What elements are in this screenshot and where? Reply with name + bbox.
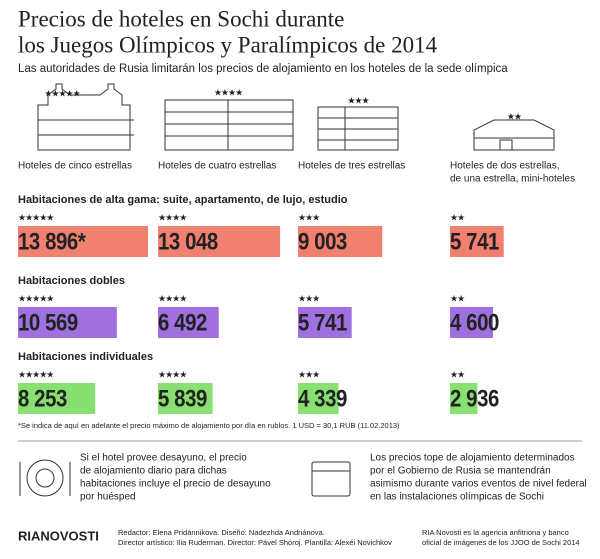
section-title: Habitaciones dobles [18, 275, 125, 287]
hotel-label: Hoteles de tres estrellas [298, 161, 405, 172]
note-text: por huésped [80, 492, 136, 503]
value-label: 5 839 [158, 385, 207, 412]
title-line: Precios de hoteles en Sochi durante [18, 6, 344, 31]
note-text: por el Gobierno de Rusia se mantendrán [370, 466, 551, 477]
stars: ★★ [450, 293, 465, 303]
bar [158, 307, 219, 338]
stars: ★★★★ [158, 369, 187, 379]
value-label: 5 741 [450, 228, 499, 255]
note-text: asimismo durante varios eventos de nivel… [370, 479, 587, 490]
note-text: en las instalaciones olímpicas de Sochi [370, 492, 544, 503]
stars: ★★★★ [158, 212, 187, 222]
note-text: de alojamiento diario para dichas [80, 466, 227, 477]
hotel-label: Hoteles de cuatro estrellas [158, 161, 276, 172]
stars: ★★★★★ [18, 293, 54, 303]
bar [158, 383, 213, 414]
note-text: habitaciones incluye el precio de desayu… [80, 479, 271, 490]
stars: ★★★★★ [18, 212, 54, 222]
subtitle: Las autoridades de Rusia limitarán los p… [18, 63, 508, 75]
stars: ★★ [450, 212, 465, 222]
stars: ★★★★ [158, 293, 187, 303]
bar [450, 226, 504, 257]
hotel-label: Hoteles de cinco estrellas [18, 161, 132, 172]
bar [18, 383, 96, 414]
stars: ★★★★★ [18, 369, 54, 379]
value-label: 13 048 [158, 228, 218, 255]
footnote: *Se indica de aquí en adelante el precio… [18, 421, 400, 430]
value-label: 8 253 [18, 385, 67, 412]
bar [298, 226, 383, 257]
value-label: 2 936 [450, 385, 499, 412]
value-label: 4 339 [298, 385, 347, 412]
bar [450, 383, 478, 414]
bar [298, 307, 352, 338]
bar [18, 307, 117, 338]
agency: oficial de imágenes de los JJOO de Sochi… [422, 538, 580, 547]
stars: ★★★ [298, 293, 320, 303]
hotel-icons [37, 83, 555, 151]
section-title: Habitaciones de alta gama: suite, aparta… [18, 194, 348, 206]
hotel-label: de una estrella, mini-hoteles [450, 174, 575, 185]
bar [450, 307, 494, 338]
value-label: 5 741 [298, 309, 347, 336]
note-text: Si el hotel provee desayuno, el precio [80, 453, 247, 464]
hotel-stars: ★★★★★ [44, 88, 80, 98]
hotel-stars: ★★★★ [214, 87, 243, 97]
value-label: 10 569 [18, 309, 78, 336]
stars: ★★★ [298, 212, 320, 222]
value-label: 4 600 [450, 309, 499, 336]
bar [158, 226, 281, 257]
hotel-stars: ★★ [507, 111, 522, 121]
value-label: 9 003 [298, 228, 347, 255]
bar [298, 383, 339, 414]
value-label: 6 492 [158, 309, 207, 336]
agency: RIA Novosti es la agencia anfitriona y b… [422, 528, 569, 537]
title-line: los Juegos Olímpicos y Paralímpicos de 2… [18, 32, 438, 57]
hotel-label: Hoteles de dos estrellas, [450, 161, 560, 172]
credits: Redactor: Elena Pridánnikova. Diseño: Na… [118, 528, 325, 537]
note-icons [19, 459, 351, 497]
value-label: 13 896* [18, 228, 86, 255]
bar [18, 226, 148, 257]
note-text: Los precios tope de alojamiento determin… [370, 453, 575, 464]
stars: ★★ [450, 369, 465, 379]
stars: ★★★ [298, 369, 320, 379]
credits: Director artístico: Ilia Ruderman. Direc… [118, 538, 392, 547]
hotel-stars: ★★★ [347, 95, 369, 105]
logo: RIANOVOSTI [18, 528, 99, 543]
section-title: Habitaciones individuales [18, 351, 153, 363]
